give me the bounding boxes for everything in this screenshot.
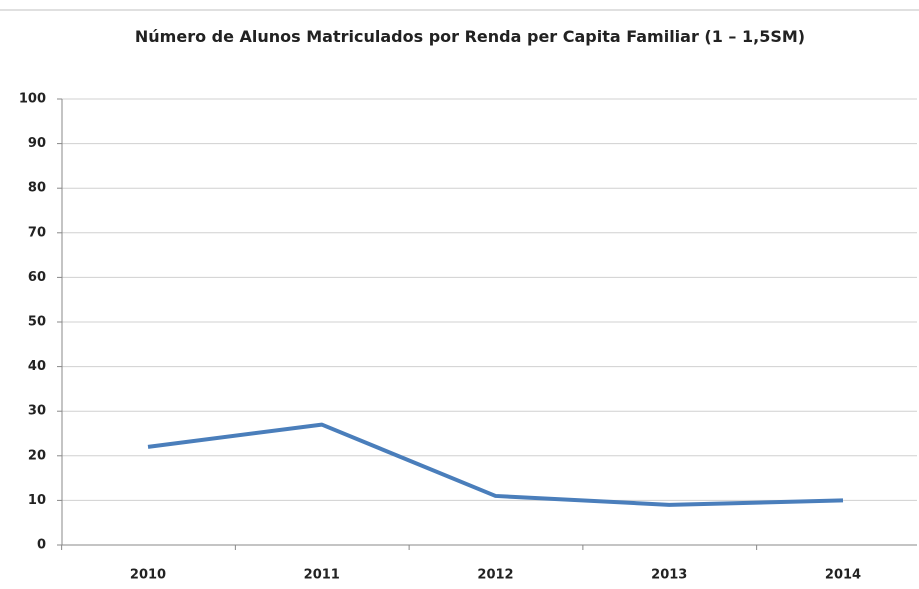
y-tick-label: 50: [28, 315, 46, 330]
y-tick-label: 70: [28, 225, 46, 240]
y-tick-label: 40: [28, 359, 46, 374]
y-tick-label: 30: [28, 404, 46, 419]
x-tick-label: 2010: [130, 568, 166, 583]
y-tick-label: 20: [28, 448, 46, 463]
x-tick-label: 2012: [477, 568, 513, 583]
data-line: [147, 422, 844, 507]
chart-title: Número de Alunos Matriculados por Renda …: [134, 27, 806, 46]
y-tick-label: 0: [37, 538, 46, 553]
x-tick-label: 2011: [304, 568, 340, 583]
x-tick-label: 2013: [651, 568, 687, 583]
y-tick-label: 80: [28, 181, 46, 196]
y-tick-label: 60: [28, 270, 46, 285]
x-tick-label: 2014: [825, 568, 861, 583]
y-tick-label: 90: [28, 136, 46, 151]
y-tick-label: 100: [19, 92, 46, 107]
y-tick-label: 10: [28, 493, 46, 508]
